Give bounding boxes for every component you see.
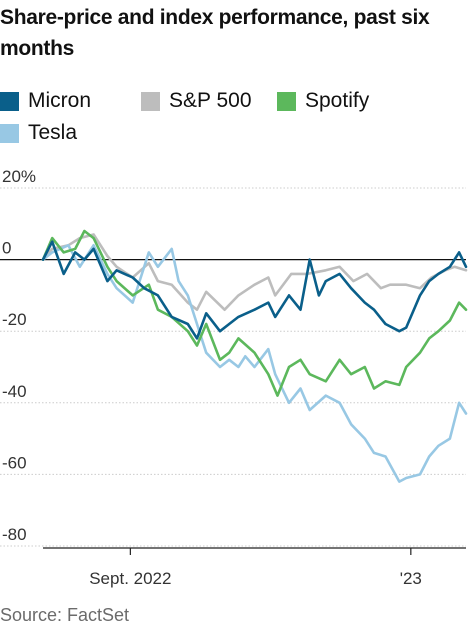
y-tick-label: 0 xyxy=(2,239,11,258)
series-line-micron xyxy=(41,240,468,340)
y-tick-label: -80 xyxy=(2,525,27,544)
x-tick-label: '23 xyxy=(400,569,422,588)
legend-label-micron: Micron xyxy=(28,89,92,112)
y-tick-label: -40 xyxy=(2,382,27,401)
y-gridlines xyxy=(0,187,466,547)
legend-swatch-sp500 xyxy=(141,91,160,111)
series-line-spotify xyxy=(41,229,468,397)
source-note: Source: FactSet xyxy=(0,605,130,625)
legend-item-micron: Micron xyxy=(0,88,91,114)
y-tick-label: -20 xyxy=(2,310,27,329)
legend-label-tesla: Tesla xyxy=(28,121,78,144)
legend-label-sp500: S&P 500 xyxy=(169,89,252,112)
series-line-tesla xyxy=(41,244,468,483)
legend-item-sp500: S&P 500 xyxy=(141,88,252,114)
y-tick-label: 20% xyxy=(2,167,36,186)
x-tick-label: Sept. 2022 xyxy=(89,569,171,588)
x-axis: Sept. 2022 '23 xyxy=(43,547,466,588)
legend-swatch-tesla xyxy=(0,123,19,143)
legend-swatch-spotify xyxy=(277,91,296,111)
line-chart: 20% 0 -20 -40 -60 -80 Sept. 2022 '23 xyxy=(0,167,468,588)
legend-label-spotify: Spotify xyxy=(305,89,370,112)
series-lines xyxy=(41,229,468,483)
series-line-sp500 xyxy=(41,233,468,311)
legend-item-tesla: Tesla xyxy=(0,120,77,146)
y-axis-labels: 20% 0 -20 -40 -60 -80 xyxy=(2,167,36,544)
y-tick-label: -60 xyxy=(2,453,27,472)
legend-item-spotify: Spotify xyxy=(277,88,369,114)
chart-title: Share-price and index performance, past … xyxy=(0,6,430,60)
legend-swatch-micron xyxy=(0,91,19,111)
